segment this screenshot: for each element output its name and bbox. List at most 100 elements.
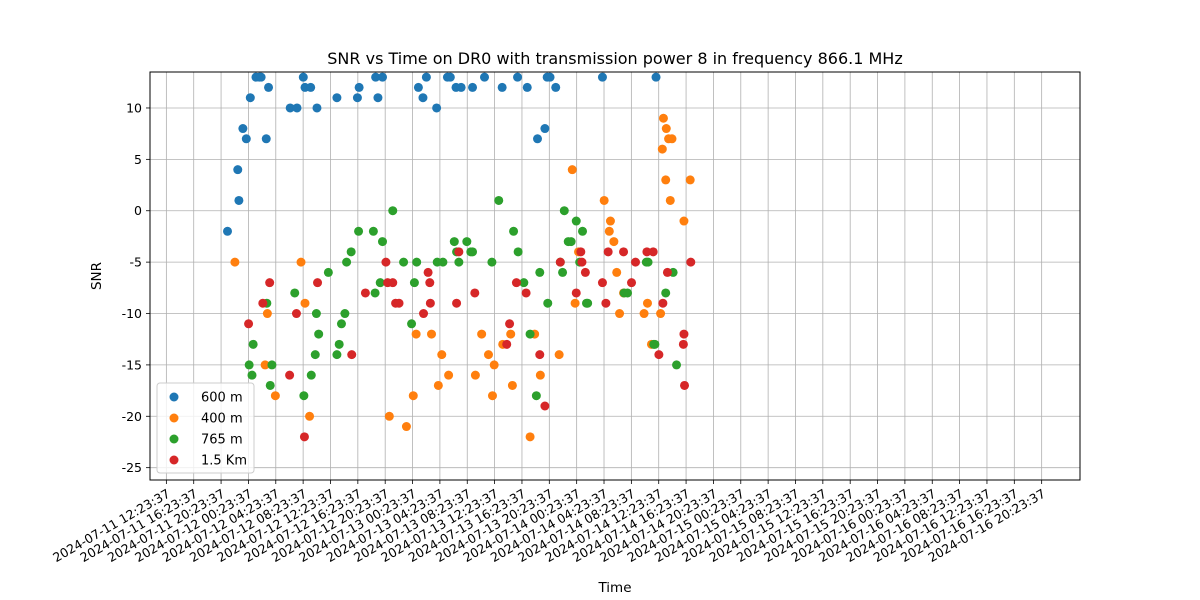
- data-point: [427, 329, 437, 339]
- y-axis-label: SNR: [89, 262, 105, 290]
- data-point: [449, 237, 459, 247]
- data-point: [305, 411, 315, 421]
- data-point: [444, 370, 454, 380]
- data-point: [555, 257, 565, 267]
- legend-marker: [169, 455, 179, 465]
- data-points: [223, 72, 696, 442]
- data-point: [354, 82, 364, 92]
- legend-label: 600 m: [201, 391, 243, 406]
- data-point: [468, 247, 478, 257]
- data-point: [494, 195, 504, 205]
- data-point: [290, 288, 300, 298]
- data-point: [551, 82, 561, 92]
- data-point: [554, 350, 564, 360]
- data-point: [658, 113, 668, 123]
- data-point: [238, 124, 248, 134]
- data-point: [310, 350, 320, 360]
- data-point: [580, 267, 590, 277]
- data-point: [300, 298, 310, 308]
- data-point: [540, 124, 550, 134]
- data-point: [354, 226, 364, 236]
- data-point: [497, 82, 507, 92]
- data-point: [661, 175, 671, 185]
- data-point: [260, 360, 270, 370]
- data-point: [368, 226, 378, 236]
- data-point: [419, 309, 429, 319]
- data-point: [418, 93, 428, 103]
- data-point: [470, 370, 480, 380]
- data-point: [507, 380, 517, 390]
- data-point: [265, 278, 275, 288]
- data-point: [623, 288, 633, 298]
- data-point: [399, 257, 409, 267]
- data-point: [685, 175, 695, 185]
- data-point: [597, 278, 607, 288]
- data-point: [615, 309, 625, 319]
- legend-box: [156, 382, 255, 474]
- data-point: [533, 134, 542, 144]
- data-point: [545, 72, 555, 82]
- data-point: [452, 298, 462, 308]
- data-point: [502, 339, 512, 349]
- data-point: [513, 72, 523, 82]
- data-point: [352, 93, 362, 103]
- data-point: [378, 72, 387, 82]
- data-point: [603, 247, 613, 257]
- data-point: [323, 267, 333, 277]
- data-point: [378, 237, 387, 247]
- y-tick-label: -5: [130, 255, 142, 270]
- y-tick-label: 0: [134, 203, 142, 218]
- data-point: [437, 350, 447, 360]
- y-tick-label: 10: [126, 100, 142, 115]
- data-point: [373, 93, 383, 103]
- data-point: [292, 103, 302, 113]
- data-point: [244, 360, 254, 370]
- data-point: [667, 134, 677, 144]
- data-point: [672, 360, 682, 370]
- x-axis-label: Time: [597, 580, 631, 596]
- data-point: [658, 298, 668, 308]
- data-point: [566, 237, 576, 247]
- data-point: [454, 257, 464, 267]
- data-point: [384, 411, 394, 421]
- legend-marker: [169, 392, 179, 402]
- data-point: [223, 226, 232, 236]
- data-point: [511, 278, 521, 288]
- data-point: [270, 391, 280, 401]
- data-point: [679, 329, 689, 339]
- data-point: [388, 278, 398, 288]
- data-point: [388, 206, 398, 216]
- data-point: [258, 298, 268, 308]
- y-tick-label: -10: [122, 306, 142, 321]
- data-point: [468, 82, 478, 92]
- data-point: [662, 267, 672, 277]
- data-point: [654, 350, 664, 360]
- data-point: [299, 391, 309, 401]
- data-point: [299, 432, 309, 442]
- data-point: [576, 247, 586, 257]
- data-point: [265, 380, 275, 390]
- data-point: [454, 247, 464, 257]
- data-point: [413, 82, 423, 92]
- data-point: [612, 267, 622, 277]
- y-tick-label: -25: [122, 460, 142, 475]
- data-point: [678, 339, 688, 349]
- data-point: [571, 216, 581, 226]
- data-point: [483, 350, 493, 360]
- data-point: [657, 144, 667, 154]
- data-point: [489, 360, 499, 370]
- legend-marker: [169, 434, 179, 444]
- data-point: [432, 103, 442, 113]
- data-point: [360, 288, 370, 298]
- data-point: [513, 247, 523, 257]
- data-point: [412, 257, 422, 267]
- data-point: [425, 298, 435, 308]
- data-point: [234, 195, 244, 205]
- data-point: [631, 257, 641, 267]
- data-point: [535, 267, 545, 277]
- data-point: [480, 72, 490, 82]
- data-point: [567, 165, 577, 175]
- data-point: [679, 216, 689, 226]
- data-point: [334, 339, 344, 349]
